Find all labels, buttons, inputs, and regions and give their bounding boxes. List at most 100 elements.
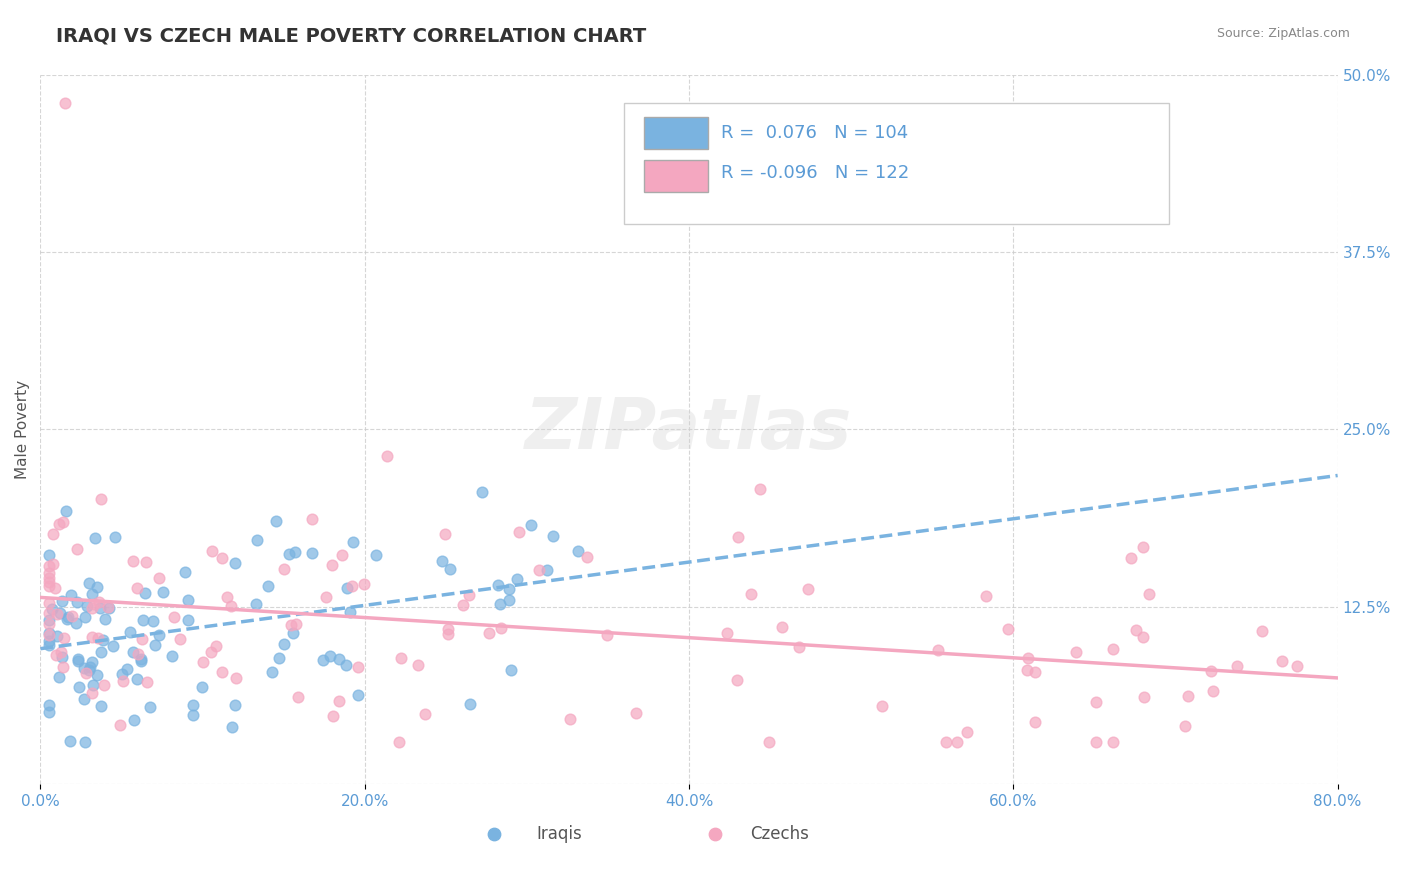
- Point: [183, 708, 205, 723]
- Point: [86, 668, 108, 682]
- Point: [246, 533, 269, 547]
- Point: [471, 485, 494, 500]
- Point: [148, 628, 170, 642]
- Point: [1024, 714, 1046, 729]
- Point: [38, 613, 60, 627]
- Point: [51, 593, 73, 607]
- Point: [59, 734, 82, 748]
- Point: [406, 657, 429, 672]
- Point: [169, 632, 191, 647]
- Point: [111, 667, 134, 681]
- Point: [1133, 690, 1156, 704]
- Point: [364, 548, 387, 562]
- Point: [162, 648, 184, 663]
- Point: [434, 527, 457, 541]
- Point: [181, 698, 204, 712]
- Point: [508, 524, 530, 539]
- Point: [66, 652, 89, 666]
- Point: [624, 706, 647, 720]
- Point: [94, 612, 117, 626]
- Point: [264, 514, 287, 528]
- Point: [1174, 719, 1197, 733]
- Point: [136, 674, 159, 689]
- Point: [478, 625, 501, 640]
- Point: [86, 580, 108, 594]
- Point: [536, 563, 558, 577]
- Point: [129, 655, 152, 669]
- Point: [339, 605, 361, 619]
- Point: [956, 725, 979, 739]
- Text: Source: ZipAtlas.com: Source: ZipAtlas.com: [1216, 27, 1350, 40]
- Point: [125, 673, 148, 687]
- Point: [245, 597, 267, 611]
- Point: [1202, 684, 1225, 698]
- Point: [52, 660, 75, 674]
- Point: [84, 531, 107, 545]
- Point: [48, 517, 70, 532]
- Point: [375, 449, 398, 463]
- Point: [38, 606, 60, 620]
- Point: [44, 581, 66, 595]
- Point: [1102, 734, 1125, 748]
- Point: [104, 530, 127, 544]
- Point: [451, 599, 474, 613]
- Point: [219, 599, 242, 613]
- Point: [1226, 659, 1249, 673]
- Point: [38, 698, 60, 713]
- Point: [353, 577, 375, 591]
- Point: [498, 582, 520, 596]
- Point: [87, 595, 110, 609]
- Point: [200, 645, 222, 659]
- Point: [285, 616, 308, 631]
- Point: [1199, 665, 1222, 679]
- Point: [87, 631, 110, 645]
- Point: [225, 671, 247, 685]
- Point: [321, 558, 343, 573]
- Point: [38, 638, 60, 652]
- Point: [38, 633, 60, 648]
- Point: [51, 649, 73, 664]
- Point: [301, 546, 323, 560]
- Point: [499, 663, 522, 677]
- Point: [38, 574, 60, 589]
- Point: [340, 579, 363, 593]
- Point: [127, 647, 149, 661]
- FancyBboxPatch shape: [644, 160, 709, 192]
- Point: [1017, 663, 1039, 677]
- Point: [330, 548, 353, 562]
- Point: [66, 595, 89, 609]
- Point: [1119, 551, 1142, 566]
- Point: [256, 579, 278, 593]
- Point: [89, 601, 111, 615]
- Point: [211, 551, 233, 566]
- Point: [111, 673, 134, 688]
- Text: Czechs: Czechs: [751, 825, 810, 843]
- Point: [336, 581, 359, 595]
- Point: [67, 654, 90, 668]
- Point: [1084, 734, 1107, 748]
- Point: [67, 681, 90, 695]
- Point: [79, 660, 101, 674]
- Point: [59, 588, 82, 602]
- Point: [727, 673, 749, 687]
- Point: [103, 639, 125, 653]
- Point: [328, 694, 350, 708]
- Point: [98, 600, 121, 615]
- Point: [73, 734, 96, 748]
- Point: [560, 712, 582, 726]
- Point: [1132, 541, 1154, 555]
- Point: [121, 645, 143, 659]
- Point: [82, 686, 104, 700]
- Point: [80, 655, 103, 669]
- Point: [163, 610, 186, 624]
- Point: [997, 622, 1019, 636]
- Point: [935, 734, 957, 748]
- Point: [122, 713, 145, 727]
- Point: [1102, 642, 1125, 657]
- Point: [347, 660, 370, 674]
- Point: [204, 640, 226, 654]
- Point: [797, 582, 820, 596]
- Point: [287, 690, 309, 704]
- Point: [437, 626, 460, 640]
- Point: [73, 661, 96, 675]
